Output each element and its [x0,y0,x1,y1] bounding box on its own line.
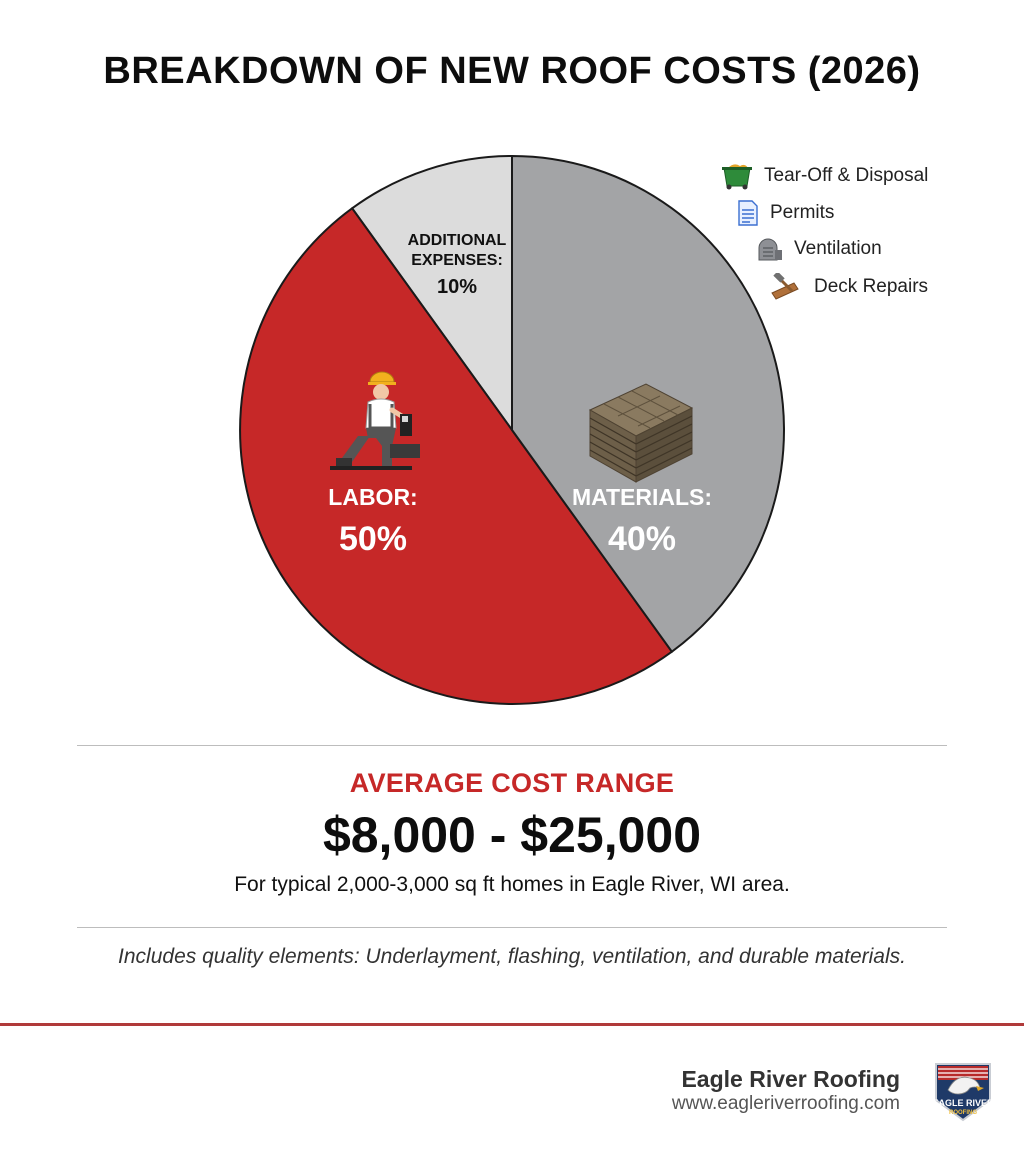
company-name: Eagle River Roofing [681,1066,900,1092]
hammer-icon [771,273,799,300]
legend-label: Permits [770,202,835,223]
slice-label: ADDITIONAL [408,232,507,249]
slice-value-label: 10% [437,276,477,298]
legend-label: Tear-Off & Disposal [764,165,929,186]
document-icon [738,200,758,226]
slice-label: LABOR: [328,484,417,510]
legend-item-deck-repairs: Deck Repairs [770,273,928,301]
chart-title: BREAKDOWN OF NEW ROOF COSTS (2026) [103,50,921,92]
slice-value-label: 40% [608,520,676,558]
slice-value-label: 50% [339,520,407,558]
legend-item-ventilation: Ventilation [756,236,882,262]
pie-slice [350,154,513,434]
cost-range-value: $8,000 - $25,000 [322,807,702,863]
includes-note: Includes quality elements: Underlayment,… [118,945,906,968]
footer-divider [0,1023,1024,1026]
dumpster-icon [722,164,752,190]
shingle-stack-icon [588,383,694,483]
vent-icon [758,238,782,261]
company-url[interactable]: www.eagleriverroofing.com [671,1093,900,1114]
svg-text:EAGLE RIVER: EAGLE RIVER [932,1098,994,1108]
roofer-worker-icon [330,371,420,470]
cost-range-note: For typical 2,000-3,000 sq ft homes in E… [234,873,790,896]
legend-label: Deck Repairs [814,276,929,297]
divider [77,745,947,746]
slice-label: EXPENSES: [411,252,503,269]
divider [77,927,947,928]
company-logo: EAGLE RIVER ROOFING [932,1063,994,1122]
cost-range-heading: AVERAGE COST RANGE [349,768,675,798]
legend-label: Ventilation [794,238,882,259]
slice-label: MATERIALS: [572,484,712,510]
pie-chart: ADDITIONAL EXPENSES: 10% LABOR: 50% MATERIALS… [239,154,785,705]
legend-item-permits: Permits [736,199,834,227]
legend-item-tear-off: Tear-Off & Disposal [718,162,928,190]
pie-slice [239,206,674,705]
svg-text:ROOFING: ROOFING [949,1110,977,1116]
